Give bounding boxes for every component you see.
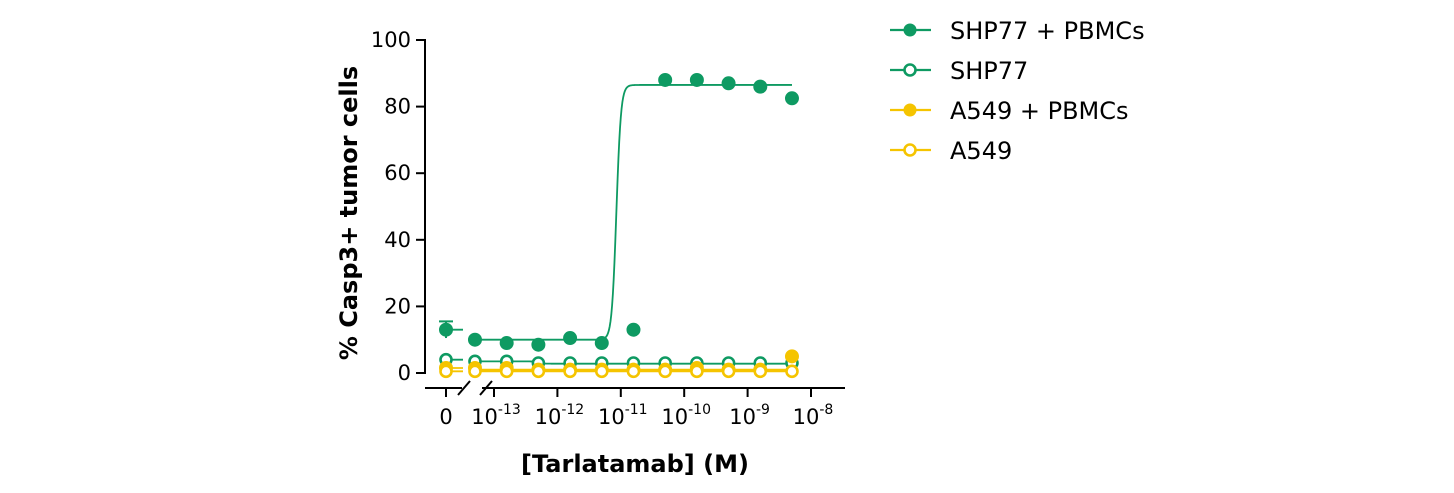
legend-marker [903, 63, 917, 77]
axes: 0 20 40 60 80 100 0 10-13 10-12 10-11 10-10 10-9 10-… [335, 28, 845, 478]
y-tick-label: 0 [398, 361, 411, 385]
legend-marker [903, 103, 917, 117]
fit-curves [446, 84, 792, 373]
legend-marker [903, 143, 917, 157]
y-tick-label: 60 [384, 161, 411, 185]
data-point [690, 364, 704, 379]
data-point [467, 332, 482, 347]
x-axis-title: [Tarlatamab] (M) [521, 450, 749, 478]
data-point [531, 337, 546, 352]
data-point [721, 364, 736, 379]
x-tick-label: 10-10 [661, 402, 711, 429]
data-point [784, 91, 799, 106]
data-point [753, 364, 768, 379]
axis-break-mark [457, 380, 471, 396]
data-point [439, 322, 453, 337]
data-point [784, 349, 799, 364]
data-point [531, 364, 546, 379]
data-point [563, 364, 577, 379]
x-tick-label: 10-13 [471, 402, 521, 429]
fit-curve [474, 84, 792, 341]
axis-break-mark [479, 380, 493, 396]
data-point [594, 364, 609, 379]
data-point [689, 72, 704, 87]
y-tick-label: 40 [384, 228, 411, 252]
data-point [753, 79, 768, 94]
legend-label: SHP77 [950, 57, 1028, 85]
x-tick-label: 10-9 [729, 402, 770, 429]
data-point [721, 76, 736, 91]
legend-label: A549 + PBMCs [950, 97, 1129, 125]
data-point [626, 364, 641, 379]
x-tick-label: 10-12 [535, 402, 585, 429]
data-point [658, 72, 673, 87]
data-point [658, 364, 672, 379]
y-tick-label: 100 [371, 28, 411, 52]
data-point [785, 364, 799, 379]
legend-marker [903, 23, 917, 37]
data-point [499, 336, 514, 351]
data-point [499, 364, 514, 379]
legend-label: SHP77 + PBMCs [950, 17, 1145, 45]
x-tick-label-zero: 0 [439, 405, 452, 429]
y-tick-label: 80 [384, 95, 411, 119]
data-point [439, 364, 453, 379]
data-point [626, 322, 641, 337]
x-tick-label: 10-8 [793, 402, 834, 429]
y-tick-label: 20 [384, 294, 411, 318]
legend: SHP77 + PBMCs SHP77 A549 + PBMCs A549 [890, 17, 1145, 165]
data-points [439, 72, 799, 379]
legend-label: A549 [950, 137, 1012, 165]
data-point [563, 331, 578, 346]
data-point [468, 364, 482, 379]
data-point [594, 336, 609, 351]
y-axis-title: % Casp3+ tumor cells [335, 66, 363, 360]
x-tick-label: 10-11 [598, 402, 648, 429]
